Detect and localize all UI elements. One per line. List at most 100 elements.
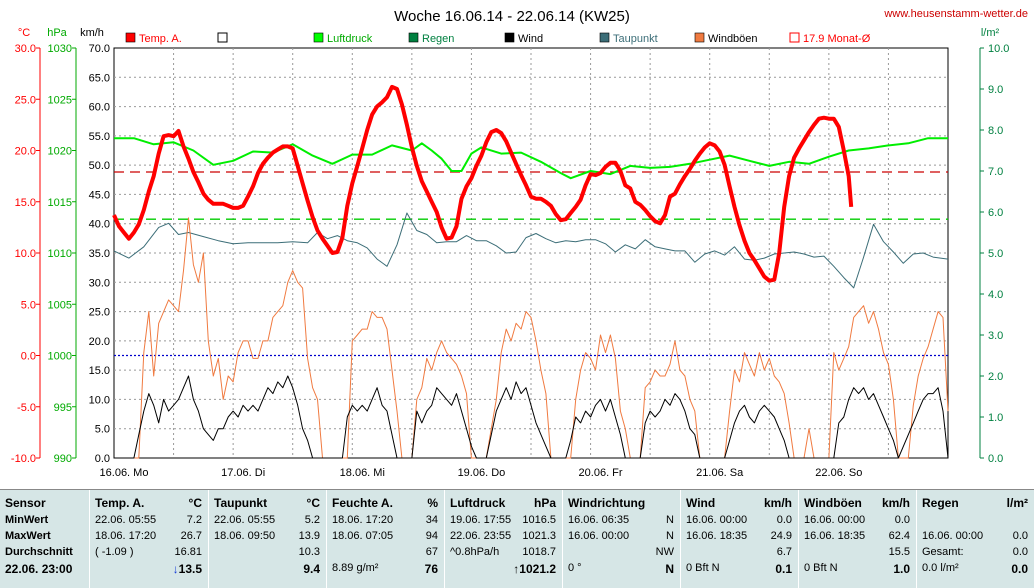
avg-value: 15.5 <box>888 546 910 558</box>
current-value-text: 0.0 <box>1011 562 1028 576</box>
weather-chart: Woche 16.06.14 - 22.06.14 (KW25) www.heus… <box>11 8 1028 479</box>
wind-unit-label: km/h <box>80 27 104 39</box>
avg-row: Gesamt: 0.0 <box>922 546 1028 561</box>
legend-swatch <box>313 32 324 43</box>
min-value: 0.0 <box>776 514 792 526</box>
min-row: 19.06. 17:55 1016.5 <box>450 514 556 529</box>
max-label: MaxWert <box>5 530 51 542</box>
legend-swatch <box>694 32 705 43</box>
rain-tick-label: 9.0 <box>988 84 1003 96</box>
current-value: 0.1 <box>775 562 792 576</box>
current-value-text: 0.1 <box>775 562 792 576</box>
max-row: 16.06. 00:00 0.0 <box>922 530 1028 545</box>
avg-note: ^0.8hPa/h <box>450 546 500 558</box>
min-time: 19.06. 17:55 <box>450 514 512 526</box>
series-line-wind <box>114 375 949 459</box>
stats-column: Windböen km/h 16.06. 00:00 0.0 16.06. 18:35 6… <box>798 490 916 588</box>
sensor-header: Sensor <box>5 496 46 510</box>
column-title: Luftdruck hPa <box>450 496 556 510</box>
stats-column: Luftdruck hPa 19.06. 17:55 1016.5 22.06. 23:… <box>444 490 562 588</box>
wind-tick-label: 5.0 <box>95 424 110 436</box>
current-note: 0 Bft N <box>686 562 720 574</box>
min-row: 18.06. 17:20 34 <box>332 514 438 529</box>
temp-tick-label: -5.0 <box>17 402 36 414</box>
press-tick-label: 1020 <box>48 146 72 158</box>
max-time: 16.06. 00:00 <box>568 530 630 542</box>
series-line-luftdruck <box>114 137 948 180</box>
avg-note: Gesamt: <box>922 546 964 558</box>
avg-note: ( -1.09 ) <box>95 546 134 558</box>
current-row: 0 Bft N 1.0 <box>804 562 910 577</box>
legend-label: Taupunkt <box>613 33 658 45</box>
column-title-text: Windböen <box>804 496 862 510</box>
series-line-taupunkt <box>113 212 949 289</box>
day-label: 19.06. Do <box>458 467 506 479</box>
column-title: Temp. A. °C <box>95 496 202 510</box>
wind-tick-label: 25.0 <box>89 307 110 319</box>
series-line-temp-a- <box>112 84 854 283</box>
column-title-text: Luftdruck <box>450 496 506 510</box>
max-row: 22.06. 23:55 1021.3 <box>450 530 556 545</box>
temp-tick-label: 15.0 <box>15 197 36 209</box>
max-time: 16.06. 18:35 <box>686 530 748 542</box>
column-unit: °C <box>306 496 320 510</box>
press-unit-label: hPa <box>47 27 67 39</box>
rain-tick-label: 2.0 <box>988 371 1003 383</box>
avg-value: 6.7 <box>776 546 792 558</box>
press-tick-label: 990 <box>54 453 72 465</box>
column-unit: km/h <box>763 496 792 510</box>
column-title-text: Taupunkt <box>214 496 268 510</box>
wind-tick-label: 0.0 <box>95 453 110 465</box>
column-unit: °C <box>188 496 202 510</box>
rain-tick-label: 5.0 <box>988 248 1003 260</box>
temp-tick-label: 10.0 <box>15 248 36 260</box>
avg-row: 6.7 <box>686 546 792 561</box>
press-tick-label: 1000 <box>48 351 72 363</box>
day-label: 16.06. Mo <box>100 467 149 479</box>
current-value-text: N <box>665 562 674 576</box>
avg-value: 0.0 <box>1012 546 1028 558</box>
column-title: Feuchte A.% <box>332 496 438 510</box>
current-row: 0 ° N <box>568 562 674 577</box>
current-value-text: 1.0 <box>893 562 910 576</box>
min-value: 7.2 <box>186 514 202 526</box>
column-title-text: Feuchte A. <box>332 496 393 510</box>
min-row: 22.06. 05:55 7.2 <box>95 514 202 529</box>
wind-tick-label: 55.0 <box>89 131 110 143</box>
avg-row: 67 <box>332 546 438 561</box>
column-title: Wind km/h <box>686 496 792 510</box>
min-row: 16.06. 00:00 0.0 <box>686 514 792 529</box>
rain-tick-label: 4.0 <box>988 289 1003 301</box>
day-label: 20.06. Fr <box>579 467 623 479</box>
min-label: MinWert <box>5 514 49 526</box>
column-title-text: Wind <box>686 496 716 510</box>
avg-value: 67 <box>425 546 438 558</box>
avg-value: 16.81 <box>174 546 202 558</box>
column-unit: % <box>427 496 438 510</box>
current-note: 8.89 g/m² <box>332 562 379 574</box>
min-time: 22.06. 05:55 <box>214 514 276 526</box>
current-time-label: 22.06. 23:00 <box>5 562 73 576</box>
legend-swatch <box>408 32 419 43</box>
legend-swatch <box>125 32 136 43</box>
column-title-text: Regen <box>922 496 959 510</box>
legend-label: Temp. A. <box>139 33 182 45</box>
day-label: 18.06. Mi <box>340 467 385 479</box>
temp-tick-label: 20.0 <box>15 146 36 158</box>
max-row: 16.06. 18:35 62.4 <box>804 530 910 545</box>
avg-value: NW <box>655 546 674 558</box>
rain-tick-label: 8.0 <box>988 125 1003 137</box>
max-row: 18.06. 07:05 94 <box>332 530 438 545</box>
max-value: 1021.3 <box>522 530 556 542</box>
legend-label: Wind <box>518 33 543 45</box>
column-unit: km/h <box>881 496 910 510</box>
min-value: 34 <box>425 514 438 526</box>
legend-label: 17.9 Monat-Ø <box>803 33 871 45</box>
press-tick-label: 1010 <box>48 248 72 260</box>
column-title: Regen l/m² <box>922 496 1028 510</box>
press-tick-label: 1030 <box>48 43 72 55</box>
wind-tick-label: 30.0 <box>89 277 110 289</box>
rain-unit-label: l/m² <box>981 27 1000 39</box>
avg-row: 15.5 <box>804 546 910 561</box>
min-value: 1016.5 <box>522 514 556 526</box>
